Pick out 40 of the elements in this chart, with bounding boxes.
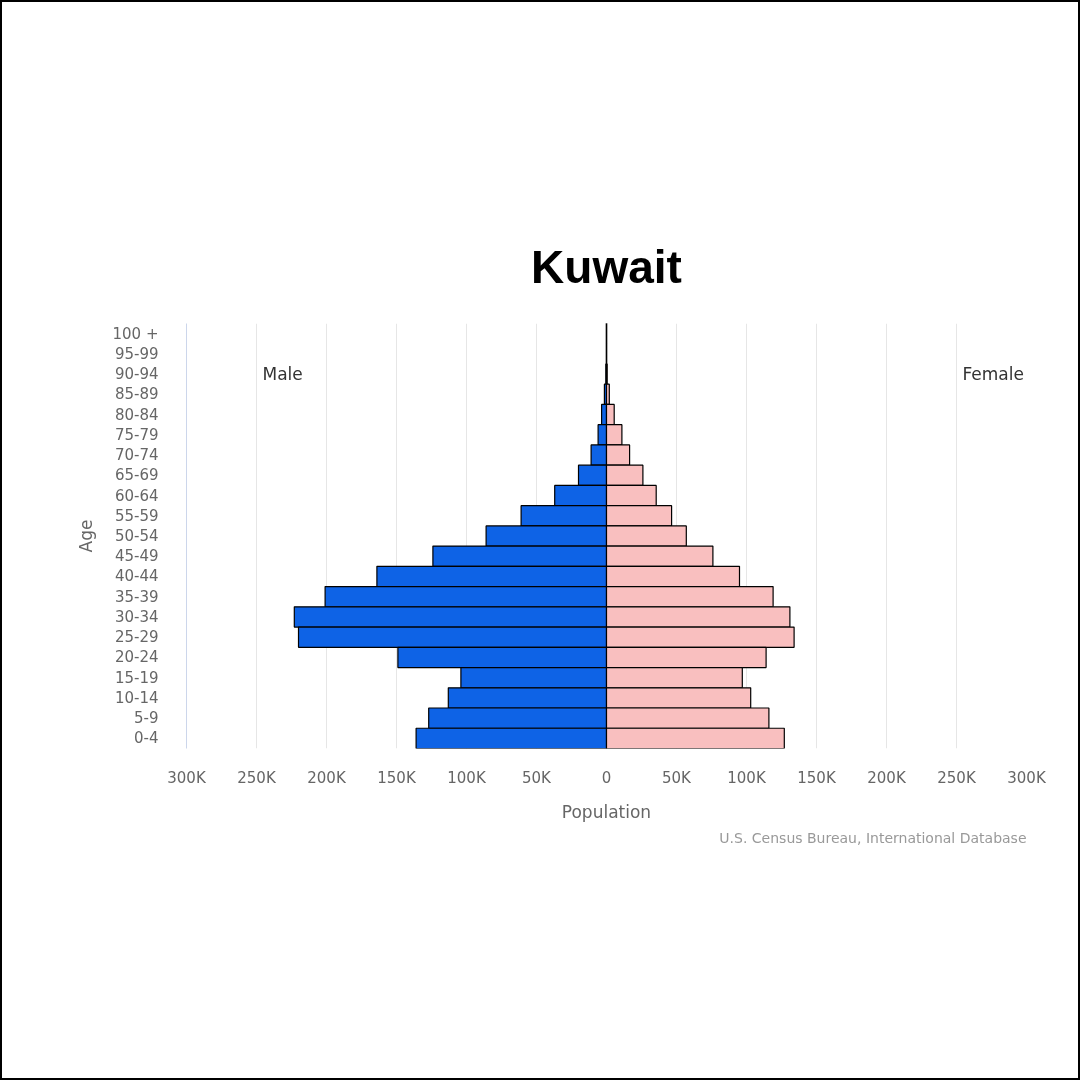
annotation: Female bbox=[962, 364, 1024, 385]
x-tick-label: 150K bbox=[797, 768, 837, 787]
y-tick-label: 40-44 bbox=[114, 567, 159, 586]
chart-title: Kuwait bbox=[531, 240, 682, 293]
y-tick-label: 75-79 bbox=[114, 425, 159, 444]
y-tick-label: 70-74 bbox=[114, 446, 159, 465]
y-tick-label: 80-84 bbox=[114, 405, 159, 424]
y-tick-label: 25-29 bbox=[114, 628, 159, 647]
y-tick-label: 0-4 bbox=[134, 729, 159, 748]
x-tick-label: 200K bbox=[307, 768, 347, 787]
x-tick-label: 50K bbox=[522, 768, 553, 787]
x-tick-label: 300K bbox=[1007, 768, 1047, 787]
x-tick-label: 100K bbox=[727, 768, 767, 787]
y-tick-label: 85-89 bbox=[114, 385, 159, 404]
y-tick-label: 65-69 bbox=[114, 466, 159, 485]
x-tick-label: 100K bbox=[447, 768, 487, 787]
annotation: Male bbox=[262, 364, 303, 385]
text: U.S. Census Bureau, International Database bbox=[719, 829, 1027, 846]
y-tick-label: 50-54 bbox=[114, 527, 159, 545]
y-tick-label: 100 + bbox=[112, 324, 159, 343]
x-axis-title: Population bbox=[561, 801, 652, 822]
x-tick-label: 150K bbox=[377, 768, 417, 787]
y-axis-title: Age bbox=[75, 519, 96, 553]
y-tick-label: 45-49 bbox=[114, 547, 159, 566]
y-tick-label: 30-34 bbox=[114, 607, 159, 626]
x-tick-label: 300K bbox=[167, 768, 207, 787]
y-tick-label: 60-64 bbox=[114, 486, 159, 505]
y-tick-label: 90-94 bbox=[114, 365, 159, 384]
y-tick-label: 20-24 bbox=[114, 648, 159, 667]
y-tick-label: 95-99 bbox=[114, 344, 159, 363]
y-tick-label: 15-19 bbox=[114, 668, 159, 687]
y-tick-label: 55-59 bbox=[114, 506, 159, 525]
x-tick-label: 250K bbox=[237, 768, 277, 787]
y-tick-label: 10-14 bbox=[114, 688, 159, 707]
x-tick-label: 200K bbox=[867, 768, 907, 787]
x-tick-label: 50K bbox=[662, 768, 693, 787]
y-tick-label: 5-9 bbox=[134, 709, 159, 728]
x-tick-label: 0 bbox=[601, 768, 612, 787]
x-tick-label: 250K bbox=[937, 768, 977, 787]
y-tick-label: 35-39 bbox=[114, 587, 159, 606]
